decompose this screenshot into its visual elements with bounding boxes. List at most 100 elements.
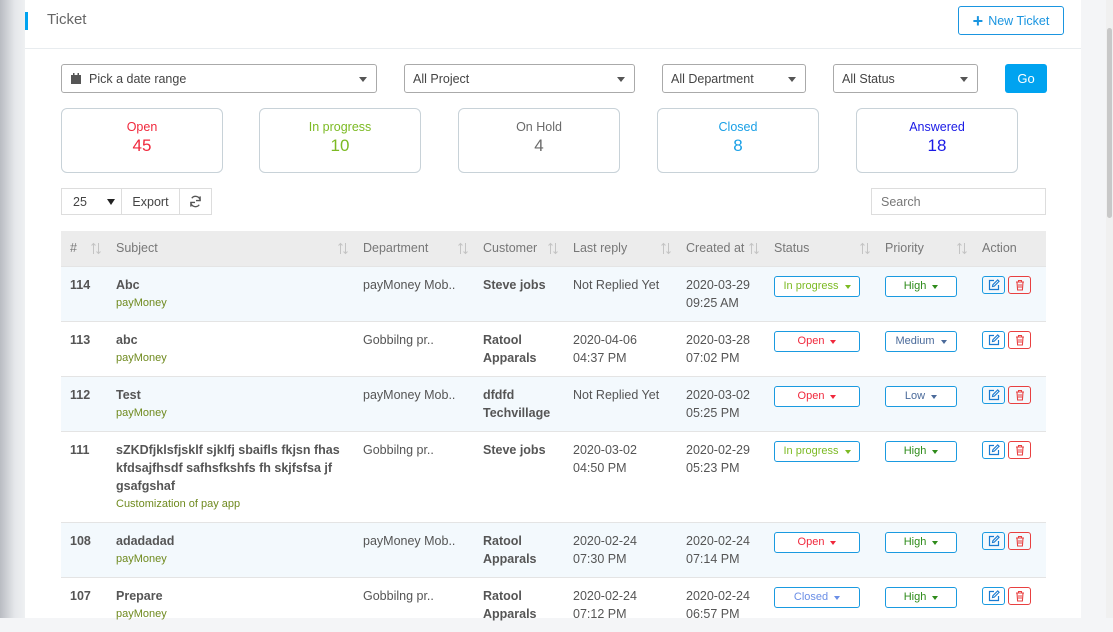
stat-card-on-hold[interactable]: On Hold 4	[458, 108, 620, 173]
status-label: Open	[797, 536, 825, 548]
panel-header: Ticket + New Ticket	[25, 0, 1081, 49]
caret-down-icon	[960, 77, 968, 82]
ticket-created-at: 2020-02-24 06:57 PM	[677, 576, 765, 632]
delete-button[interactable]	[1008, 440, 1031, 459]
caret-down-icon	[931, 395, 938, 399]
column-header[interactable]: Subject	[107, 231, 354, 266]
status-dropdown[interactable]: Open	[774, 385, 860, 407]
delete-button[interactable]	[1008, 385, 1031, 404]
scrollbar[interactable]	[1106, 0, 1113, 618]
refresh-button[interactable]	[179, 188, 212, 215]
ticket-subject[interactable]: sZKDfjklsfjsklf sjklfj sbaifls fkjsn fha…	[116, 442, 340, 493]
sort-icon[interactable]	[956, 242, 968, 255]
stat-label: On Hold	[516, 120, 562, 134]
ticket-subject[interactable]: Abc	[116, 277, 140, 292]
ticket-last-reply: Not Replied Yet	[564, 265, 677, 321]
column-header[interactable]: Department	[354, 231, 474, 266]
priority-dropdown[interactable]: High	[885, 531, 957, 553]
new-ticket-button[interactable]: + New Ticket	[958, 6, 1064, 35]
export-button[interactable]: Export	[121, 188, 180, 215]
stat-value: 45	[132, 136, 152, 155]
caret-down-icon	[617, 77, 625, 82]
edit-icon	[988, 333, 1000, 345]
column-header[interactable]: Created at	[677, 231, 765, 266]
sort-icon[interactable]	[547, 242, 559, 255]
ticket-last-reply: 2020-02-24 07:30 PM	[564, 521, 677, 577]
ticket-customer[interactable]: Steve jobs	[474, 265, 564, 321]
search-input[interactable]	[871, 188, 1046, 215]
department-select[interactable]: All Department	[662, 64, 806, 93]
column-header[interactable]: Priority	[876, 231, 973, 266]
ticket-customer[interactable]: Ratool Apparals	[474, 320, 564, 376]
priority-dropdown[interactable]: Low	[885, 385, 957, 407]
stat-card-in-progress[interactable]: In progress 10	[259, 108, 421, 173]
ticket-subject[interactable]: Prepare	[116, 588, 163, 603]
ticket-customer[interactable]: Steve jobs	[474, 430, 564, 522]
status-dropdown[interactable]: In progress	[774, 440, 860, 462]
ticket-id: 107	[61, 576, 107, 632]
stat-card-closed[interactable]: Closed 8	[657, 108, 819, 173]
ticket-subject[interactable]: adadadad	[116, 533, 175, 548]
column-header[interactable]: #	[61, 231, 107, 266]
edit-button[interactable]	[982, 440, 1005, 459]
column-header[interactable]: Customer	[474, 231, 564, 266]
status-select[interactable]: All Status	[833, 64, 978, 93]
ticket-customer[interactable]: Ratool Apparals	[474, 576, 564, 632]
table-row: 113 abc payMoney Gobbilng pr.. Ratool App…	[61, 320, 1046, 376]
sort-icon[interactable]	[90, 242, 102, 255]
edit-button[interactable]	[982, 531, 1005, 550]
column-header-label: Action	[982, 241, 1017, 256]
delete-button[interactable]	[1008, 586, 1031, 605]
edit-button[interactable]	[982, 586, 1005, 605]
ticket-project: payMoney	[116, 351, 167, 364]
caret-down-icon	[932, 541, 939, 545]
ticket-subject[interactable]: Test	[116, 387, 141, 402]
trash-icon	[1015, 444, 1024, 456]
sort-icon[interactable]	[660, 242, 672, 255]
column-header[interactable]: Last reply	[564, 231, 677, 266]
date-range-picker[interactable]: Pick a date range	[61, 64, 377, 93]
title-accent	[25, 12, 28, 30]
priority-dropdown[interactable]: Medium	[885, 330, 957, 352]
column-header[interactable]: Status	[765, 231, 876, 266]
ticket-customer[interactable]: Ratool Apparals	[474, 521, 564, 577]
edit-button[interactable]	[982, 275, 1005, 294]
scrollbar-thumb[interactable]	[1107, 28, 1112, 218]
ticket-table: # Subject Department Customer Last reply Crea…	[61, 231, 1046, 632]
priority-dropdown[interactable]: High	[885, 586, 957, 608]
delete-button[interactable]	[1008, 275, 1031, 294]
department-value: All Department	[671, 71, 754, 86]
caret-down-icon	[932, 596, 939, 600]
delete-button[interactable]	[1008, 531, 1031, 550]
go-button[interactable]: Go	[1005, 64, 1047, 93]
edit-button[interactable]	[982, 330, 1005, 349]
priority-dropdown[interactable]: High	[885, 440, 957, 462]
status-dropdown[interactable]: In progress	[774, 275, 860, 297]
sort-icon[interactable]	[457, 242, 469, 255]
priority-label: High	[903, 445, 927, 457]
page-size-select[interactable]: 25	[61, 188, 122, 215]
project-select[interactable]: All Project	[404, 64, 635, 93]
caret-down-icon	[107, 199, 115, 205]
status-label: Open	[797, 335, 825, 347]
table-row: 114 Abc payMoney payMoney Mob.. Steve job…	[61, 265, 1046, 321]
delete-button[interactable]	[1008, 330, 1031, 349]
stat-card-open[interactable]: Open 45	[61, 108, 223, 173]
sort-icon[interactable]	[337, 242, 349, 255]
ticket-department: Gobbilng pr..	[354, 430, 474, 522]
ticket-customer[interactable]: dfdfd Techvillage	[474, 375, 564, 431]
ticket-subject[interactable]: abc	[116, 332, 138, 347]
edit-icon	[988, 388, 1000, 400]
edit-button[interactable]	[982, 385, 1005, 404]
stat-card-answered[interactable]: Answered 18	[856, 108, 1018, 173]
sort-icon[interactable]	[859, 242, 871, 255]
ticket-id: 113	[61, 320, 107, 376]
status-dropdown[interactable]: Closed	[774, 586, 860, 608]
ticket-last-reply: 2020-03-02 04:50 PM	[564, 430, 677, 522]
trash-icon	[1015, 590, 1024, 602]
priority-dropdown[interactable]: High	[885, 275, 957, 297]
status-dropdown[interactable]: Open	[774, 531, 860, 553]
sort-icon[interactable]	[748, 242, 760, 255]
ticket-id: 111	[61, 430, 107, 522]
status-dropdown[interactable]: Open	[774, 330, 860, 352]
